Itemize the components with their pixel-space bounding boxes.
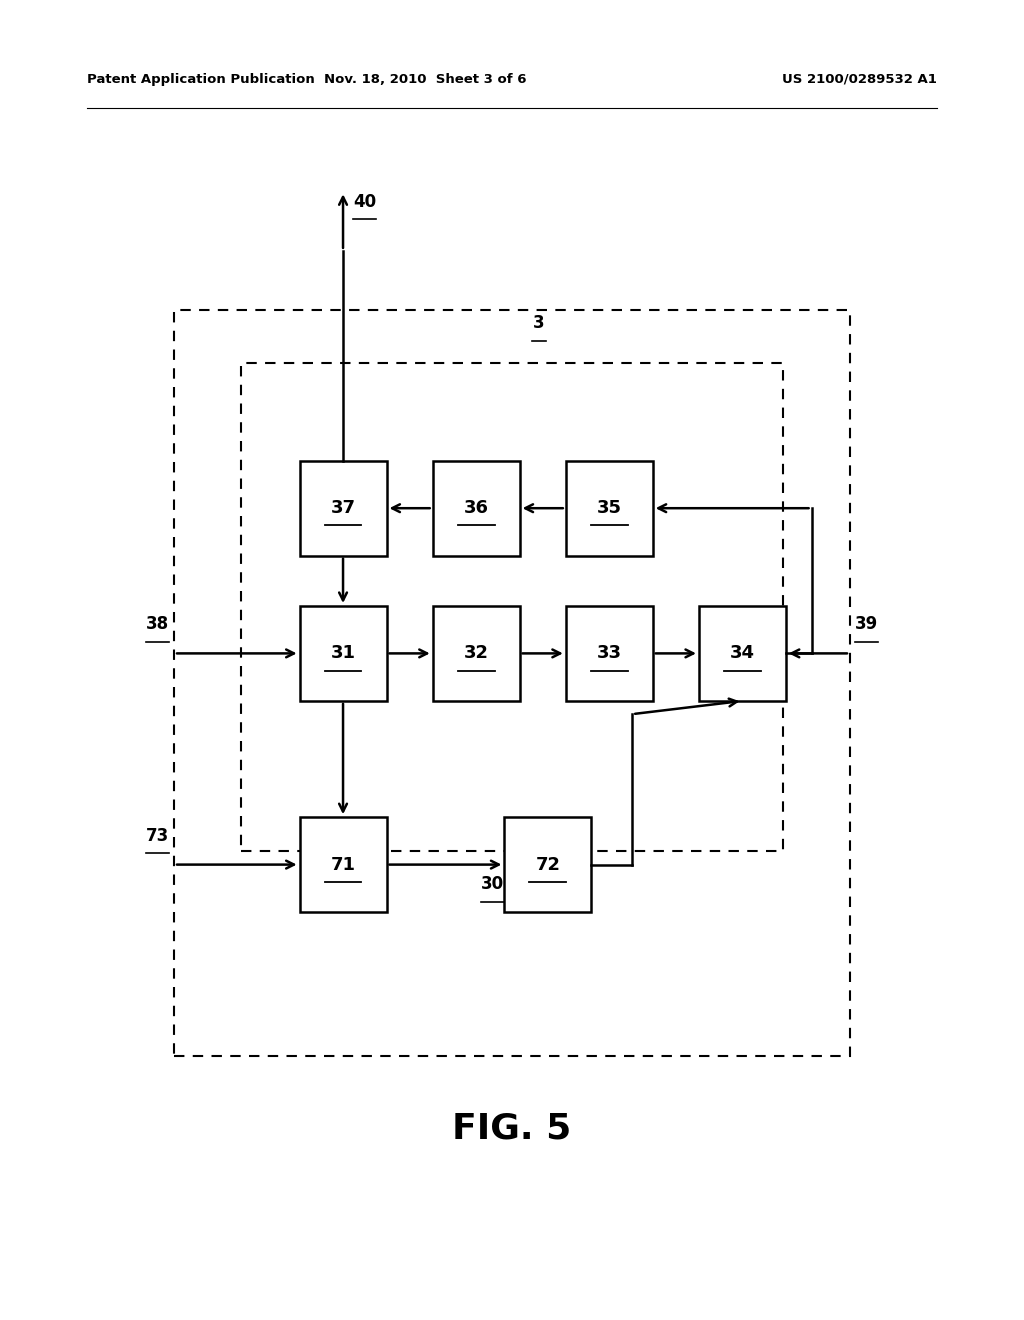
Text: US 2100/0289532 A1: US 2100/0289532 A1 [782,73,937,86]
Bar [300,461,387,556]
Text: 73: 73 [145,826,169,845]
Text: 32: 32 [464,644,488,663]
Text: Patent Application Publication: Patent Application Publication [87,73,314,86]
Bar [300,606,387,701]
Text: 35: 35 [597,499,622,517]
Bar [433,461,520,556]
Text: 39: 39 [855,615,879,634]
Bar [174,310,850,1056]
Text: FIG. 5: FIG. 5 [453,1111,571,1146]
Text: 40: 40 [353,193,377,211]
Text: 72: 72 [536,855,560,874]
Bar [565,461,653,556]
Bar [300,817,387,912]
Text: 31: 31 [331,644,355,663]
Bar [505,817,592,912]
Text: Nov. 18, 2010  Sheet 3 of 6: Nov. 18, 2010 Sheet 3 of 6 [324,73,526,86]
Text: 36: 36 [464,499,488,517]
Bar [241,363,783,851]
Bar [433,606,520,701]
Text: 37: 37 [331,499,355,517]
Bar [698,606,786,701]
Text: 38: 38 [145,615,169,634]
Text: 3: 3 [532,314,544,333]
Bar [565,606,653,701]
Text: 71: 71 [331,855,355,874]
Text: 34: 34 [730,644,755,663]
Text: 33: 33 [597,644,622,663]
Text: 30: 30 [481,875,505,894]
